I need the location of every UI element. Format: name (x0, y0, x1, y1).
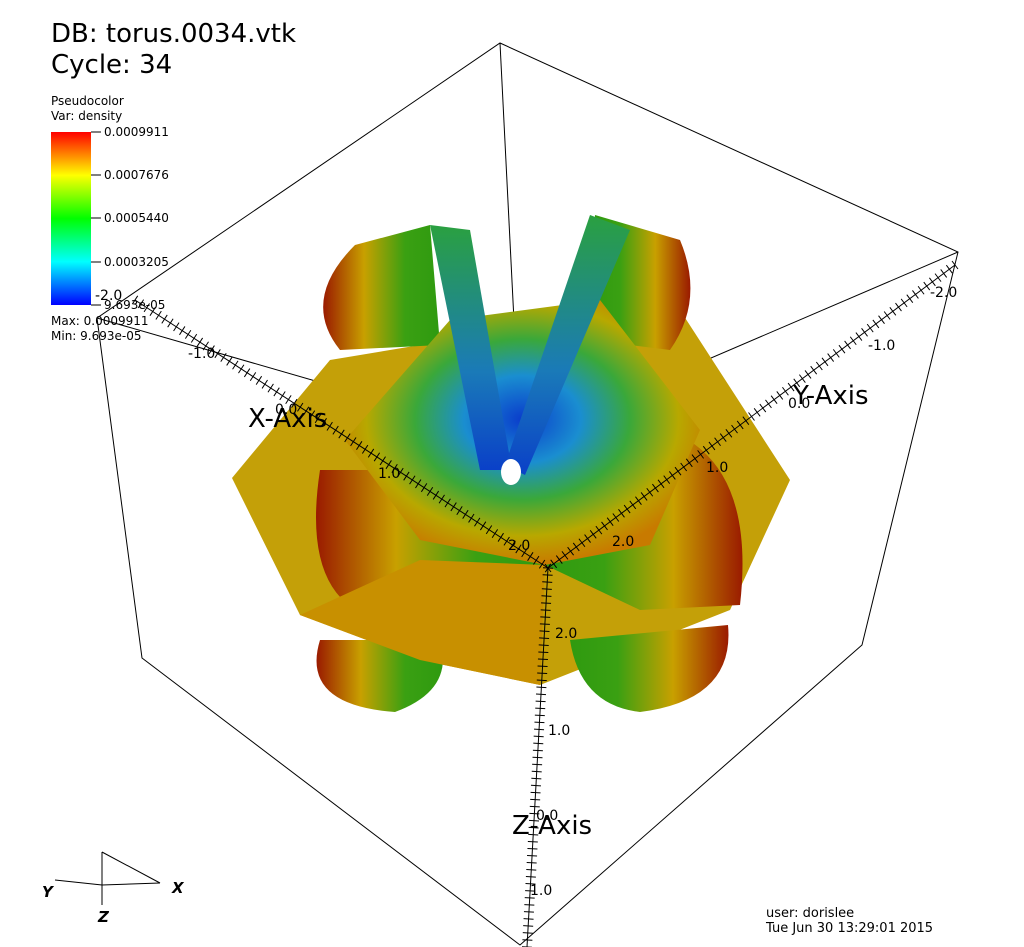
triad: X Y Z (42, 851, 185, 926)
axis-lines (134, 264, 956, 947)
header: DB: torus.0034.vtk Cycle: 34 (51, 19, 296, 80)
cycle: Cycle: 34 (51, 50, 172, 80)
legend-label: 0.0003205 (104, 255, 169, 269)
axis-titles: X-Axis Y-Axis Z-Axis (248, 381, 869, 841)
legend: Pseudocolor Var: density 0.0009911 0.000… (51, 94, 169, 343)
x-tick-label: 1.0 (378, 466, 400, 482)
date: Tue Jun 30 13:29:01 2015 (765, 921, 933, 936)
legend-label: 0.0009911 (104, 125, 169, 139)
legend-label: 0.0005440 (104, 211, 169, 225)
z-axis-title: Z-Axis (512, 811, 592, 841)
y-tick-label: 0.0 (788, 396, 810, 412)
legend-label: 0.0007676 (104, 168, 169, 182)
z-tick-label: 0.0 (536, 808, 558, 824)
y-tick-label: 2.0 (612, 534, 634, 550)
axis-tick-labels: -2.0 -1.0 0.0 1.0 2.0 -2.0 -1.0 0.0 1.0 … (95, 285, 957, 899)
z-tick-label: 2.0 (555, 626, 577, 642)
y-tick-label: -1.0 (868, 338, 895, 354)
legend-max: Max: 0.0009911 (51, 314, 149, 328)
x-tick-label: -1.0 (188, 346, 215, 362)
y-tick-label: -2.0 (930, 285, 957, 301)
x-axis-title: X-Axis (248, 404, 327, 434)
x-tick-label: 0.0 (275, 402, 297, 418)
database-name: DB: torus.0034.vtk (51, 19, 296, 49)
y-axis-title: Y-Axis (792, 381, 869, 411)
user: user: dorislee (766, 906, 854, 921)
legend-plot: Pseudocolor (51, 94, 124, 108)
x-tick-label: 2.0 (508, 538, 530, 554)
legend-variable: Var: density (51, 109, 122, 123)
legend-label: 9.693e-05 (104, 298, 165, 312)
triad-y: Y (42, 883, 55, 901)
triad-z: Z (97, 908, 110, 926)
footer: user: dorislee Tue Jun 30 13:29:01 2015 (765, 906, 933, 936)
y-tick-label: 1.0 (706, 460, 728, 476)
z-tick-label: 1.0 (548, 723, 570, 739)
z-tick-label: 1.0 (530, 883, 552, 899)
legend-min: Min: 9.693e-05 (51, 329, 142, 343)
x-tick-label: -2.0 (95, 288, 122, 304)
color-bar (51, 132, 91, 305)
triad-x: X (171, 879, 185, 897)
